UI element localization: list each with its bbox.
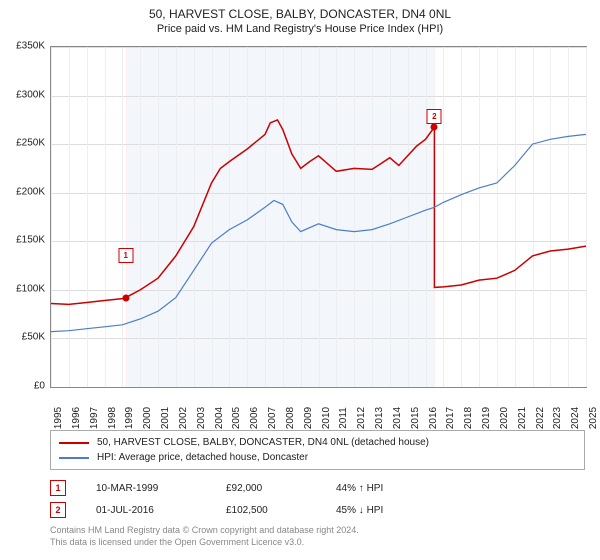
legend: 50, HARVEST CLOSE, BALBY, DONCASTER, DN4… xyxy=(50,430,585,470)
x-tick-label: 2000 xyxy=(142,407,153,429)
y-tick-label: £100K xyxy=(0,283,45,294)
x-tick-label: 2011 xyxy=(338,407,349,429)
y-tick-label: £250K xyxy=(0,138,45,149)
plot-area: 12 xyxy=(50,46,587,388)
sale-marker-flag: 1 xyxy=(118,248,133,263)
y-tick-label: £200K xyxy=(0,186,45,197)
x-tick-label: 1998 xyxy=(107,407,118,429)
x-tick-label: 2015 xyxy=(410,407,421,429)
legend-row: HPI: Average price, detached house, Donc… xyxy=(59,450,576,465)
x-tick-label: 2021 xyxy=(517,407,528,429)
x-tick-label: 1997 xyxy=(89,407,100,429)
line-series xyxy=(51,47,586,387)
footer-attribution: Contains HM Land Registry data © Crown c… xyxy=(50,525,359,548)
x-tick-label: 2002 xyxy=(178,407,189,429)
x-tick-label: 2001 xyxy=(160,407,171,429)
legend-label: 50, HARVEST CLOSE, BALBY, DONCASTER, DN4… xyxy=(97,437,429,448)
footer-line: Contains HM Land Registry data © Crown c… xyxy=(50,525,359,537)
marker-badge: 1 xyxy=(50,480,66,496)
sale-marker-dot xyxy=(431,123,438,130)
y-tick-label: £350K xyxy=(0,41,45,52)
marker-badge: 2 xyxy=(50,502,66,518)
x-tick-label: 2016 xyxy=(428,407,439,429)
x-tick-label: 2024 xyxy=(570,407,581,429)
transaction-delta: 45% ↓ HPI xyxy=(336,505,383,516)
x-tick-label: 2008 xyxy=(285,407,296,429)
x-tick-label: 2022 xyxy=(535,407,546,429)
y-tick-label: £0 xyxy=(0,381,45,392)
legend-label: HPI: Average price, detached house, Donc… xyxy=(97,452,308,463)
x-tick-label: 2013 xyxy=(374,407,385,429)
transaction-date: 10-MAR-1999 xyxy=(96,483,196,494)
footer-line: This data is licensed under the Open Gov… xyxy=(50,537,359,549)
x-tick-label: 2006 xyxy=(249,407,260,429)
x-tick-label: 2025 xyxy=(588,407,599,429)
y-tick-label: £300K xyxy=(0,89,45,100)
y-tick-label: £150K xyxy=(0,235,45,246)
x-tick-label: 2023 xyxy=(552,407,563,429)
x-tick-label: 2007 xyxy=(267,407,278,429)
x-tick-label: 2019 xyxy=(481,407,492,429)
transaction-row: 2 01-JUL-2016 £102,500 45% ↓ HPI xyxy=(50,502,585,518)
x-tick-label: 2020 xyxy=(499,407,510,429)
x-tick-label: 2018 xyxy=(463,407,474,429)
x-tick-label: 2009 xyxy=(303,407,314,429)
x-tick-label: 1996 xyxy=(71,407,82,429)
series-hpi xyxy=(51,134,586,331)
transaction-row: 1 10-MAR-1999 £92,000 44% ↑ HPI xyxy=(50,480,585,496)
chart-subtitle: Price paid vs. HM Land Registry's House … xyxy=(0,23,600,39)
sale-marker-flag: 2 xyxy=(427,109,442,124)
x-tick-label: 2017 xyxy=(445,407,456,429)
chart-title: 50, HARVEST CLOSE, BALBY, DONCASTER, DN4… xyxy=(0,0,600,23)
transaction-price: £102,500 xyxy=(226,505,306,516)
transaction-delta: 44% ↑ HPI xyxy=(336,483,383,494)
transaction-price: £92,000 xyxy=(226,483,306,494)
x-tick-label: 2003 xyxy=(196,407,207,429)
chart-container: 50, HARVEST CLOSE, BALBY, DONCASTER, DN4… xyxy=(0,0,600,560)
transaction-date: 01-JUL-2016 xyxy=(96,505,196,516)
sale-marker-dot xyxy=(122,294,129,301)
legend-row: 50, HARVEST CLOSE, BALBY, DONCASTER, DN4… xyxy=(59,435,576,450)
x-tick-label: 2012 xyxy=(356,407,367,429)
series-price_paid xyxy=(51,120,586,305)
legend-swatch xyxy=(59,457,89,459)
x-tick-label: 2010 xyxy=(321,407,332,429)
x-tick-label: 2005 xyxy=(231,407,242,429)
x-tick-label: 2014 xyxy=(392,407,403,429)
legend-swatch xyxy=(59,442,89,444)
x-tick-label: 1995 xyxy=(53,407,64,429)
x-tick-label: 1999 xyxy=(124,407,135,429)
x-tick-label: 2004 xyxy=(214,407,225,429)
y-tick-label: £50K xyxy=(0,332,45,343)
